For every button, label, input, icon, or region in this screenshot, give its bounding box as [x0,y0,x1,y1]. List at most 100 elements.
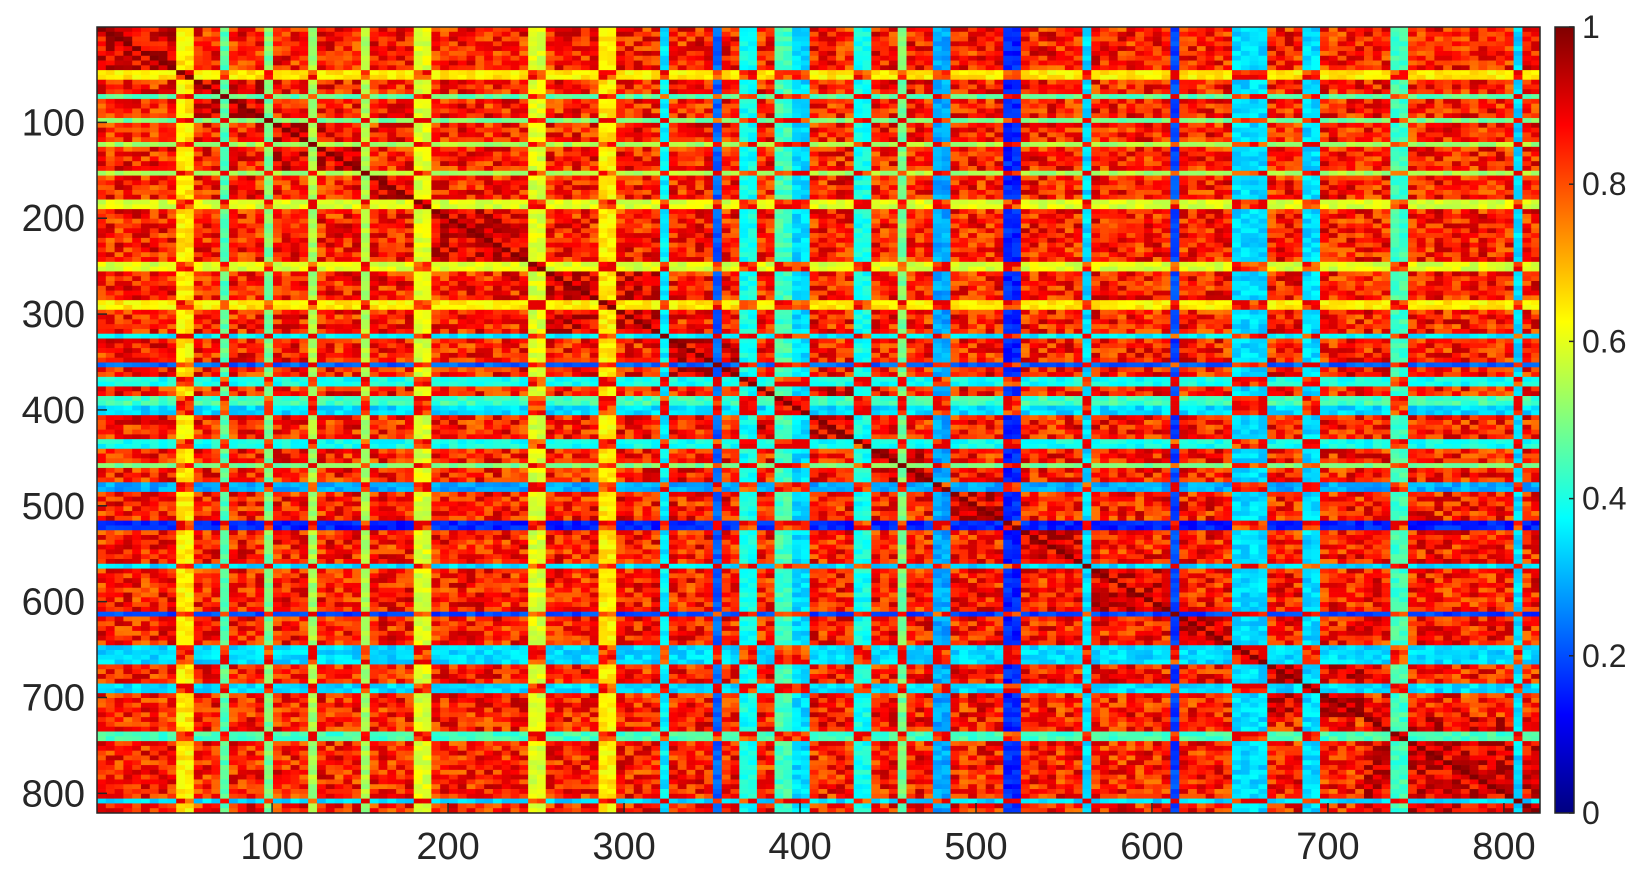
heatmap-cell [607,165,617,172]
heatmap-cell [404,156,415,162]
heatmap-cell [888,122,899,128]
heatmap-cell [589,132,599,138]
heatmap-cell [1390,118,1400,124]
heatmap-cell [457,89,467,95]
heatmap-cell [1258,151,1268,157]
heatmap-cell [818,41,828,47]
heatmap-cell [369,165,379,172]
heatmap-cell [1372,156,1382,162]
heatmap-cell [1452,41,1462,47]
heatmap-cell [783,94,793,100]
heatmap-cell [739,98,749,105]
heatmap-cell [105,89,115,95]
heatmap-cell [1161,108,1171,114]
heatmap-cell [1531,41,1541,47]
heatmap-cell [616,50,626,57]
heatmap-cell [651,142,661,148]
heatmap-cell [140,84,151,90]
heatmap-cell [1487,146,1497,152]
heatmap-cell [739,55,749,61]
heatmap-cell [1205,151,1215,157]
heatmap-cell [598,31,608,37]
heatmap-cell [1504,46,1514,52]
heatmap-cell [1496,98,1506,105]
heatmap-cell [871,142,881,148]
heatmap-cell [1188,70,1198,76]
heatmap-cell [616,161,626,167]
heatmap-cell [220,36,230,42]
heatmap-cell [836,46,846,52]
heatmap-cell [193,132,203,138]
heatmap-cell [924,41,934,47]
heatmap-cell [158,74,168,81]
heatmap-cell [1302,46,1312,52]
heatmap-cell [369,74,379,81]
heatmap-cell [501,89,511,95]
heatmap-cell [800,108,811,114]
heatmap-cell [237,94,247,100]
heatmap-cell [308,103,318,109]
heatmap-cell [1346,127,1356,133]
heatmap-cell [756,79,767,85]
heatmap-cell [730,60,740,66]
heatmap-cell [105,132,115,138]
heatmap-cell [97,46,107,52]
heatmap-cell [1513,127,1523,133]
heatmap-cell [1188,98,1198,105]
heatmap-cell [818,79,828,85]
heatmap-cell [1249,41,1259,47]
heatmap-cell [1232,108,1242,114]
heatmap-cell [1408,146,1418,152]
heatmap-cell [1047,50,1057,57]
heatmap-cell [457,142,467,148]
heatmap-cell [1460,137,1470,143]
heatmap-cell [404,98,415,105]
heatmap-cell [1381,60,1391,66]
heatmap-cell [1144,55,1154,61]
heatmap-cell [536,65,547,71]
heatmap-cell [1161,94,1171,100]
heatmap-cell [1188,55,1198,61]
heatmap-cell [1311,60,1321,66]
heatmap-cell [1284,118,1294,124]
heatmap-cell [1073,31,1083,37]
heatmap-cell [334,142,344,148]
heatmap-cell [369,36,379,42]
heatmap-cell [827,89,837,95]
heatmap-cell [1258,165,1268,172]
heatmap-cell [149,89,159,95]
heatmap-cell [712,122,723,128]
heatmap-cell [440,70,450,76]
heatmap-cell [264,84,274,90]
heatmap-cell [413,60,423,66]
heatmap-cell [475,55,485,61]
heatmap-cell [792,137,802,143]
heatmap-cell [1240,161,1250,167]
heatmap-cell [281,79,291,85]
heatmap-cell [827,60,837,66]
heatmap-cell [484,118,494,124]
heatmap-cell [114,156,124,162]
heatmap-cell [1522,70,1532,76]
heatmap-cell [1196,127,1206,133]
heatmap-cell [1487,98,1497,105]
heatmap-cell [466,31,476,37]
heatmap-cell [1372,142,1382,148]
heatmap-cell [325,132,335,138]
heatmap-cell [1381,50,1391,57]
heatmap-cell [202,142,212,148]
heatmap-cell [1276,70,1286,76]
heatmap-cell [695,27,705,33]
heatmap-cell [844,142,855,148]
heatmap-cell [202,170,212,176]
heatmap-cell [1513,46,1523,52]
heatmap-cell [906,46,916,52]
heatmap-cell [1372,151,1382,157]
heatmap-cell [985,36,995,42]
heatmap-cell [1425,31,1435,37]
heatmap-cell [915,118,925,124]
heatmap-cell [343,41,353,47]
heatmap-cell [1337,65,1347,71]
heatmap-cell [1179,137,1189,143]
heatmap-cell [1029,156,1039,162]
